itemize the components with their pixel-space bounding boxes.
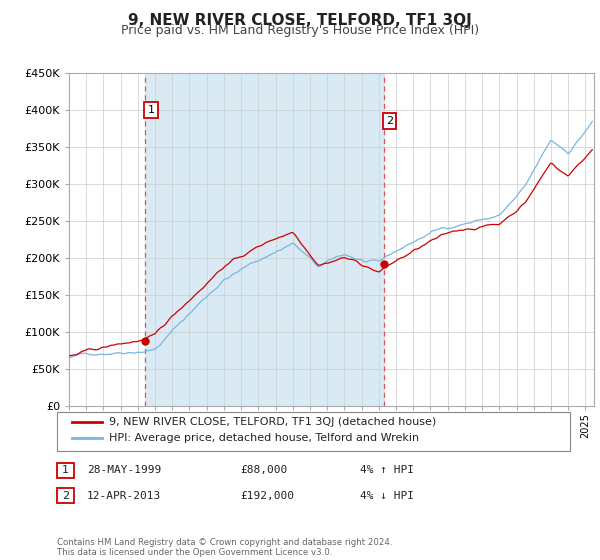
Text: £192,000: £192,000 xyxy=(240,491,294,501)
Text: 1: 1 xyxy=(62,465,69,475)
Text: 9, NEW RIVER CLOSE, TELFORD, TF1 3QJ (detached house): 9, NEW RIVER CLOSE, TELFORD, TF1 3QJ (de… xyxy=(109,417,436,427)
Text: 12-APR-2013: 12-APR-2013 xyxy=(87,491,161,501)
Text: Price paid vs. HM Land Registry's House Price Index (HPI): Price paid vs. HM Land Registry's House … xyxy=(121,24,479,37)
Text: Contains HM Land Registry data © Crown copyright and database right 2024.
This d: Contains HM Land Registry data © Crown c… xyxy=(57,538,392,557)
Text: £88,000: £88,000 xyxy=(240,465,287,475)
Text: 9, NEW RIVER CLOSE, TELFORD, TF1 3QJ: 9, NEW RIVER CLOSE, TELFORD, TF1 3QJ xyxy=(128,13,472,28)
Text: 2: 2 xyxy=(386,116,393,126)
Text: 28-MAY-1999: 28-MAY-1999 xyxy=(87,465,161,475)
Text: HPI: Average price, detached house, Telford and Wrekin: HPI: Average price, detached house, Telf… xyxy=(109,433,419,444)
Text: 4% ↓ HPI: 4% ↓ HPI xyxy=(360,491,414,501)
Text: 1: 1 xyxy=(148,105,154,115)
Text: 2: 2 xyxy=(62,491,69,501)
Bar xyxy=(145,73,383,406)
Text: 4% ↑ HPI: 4% ↑ HPI xyxy=(360,465,414,475)
